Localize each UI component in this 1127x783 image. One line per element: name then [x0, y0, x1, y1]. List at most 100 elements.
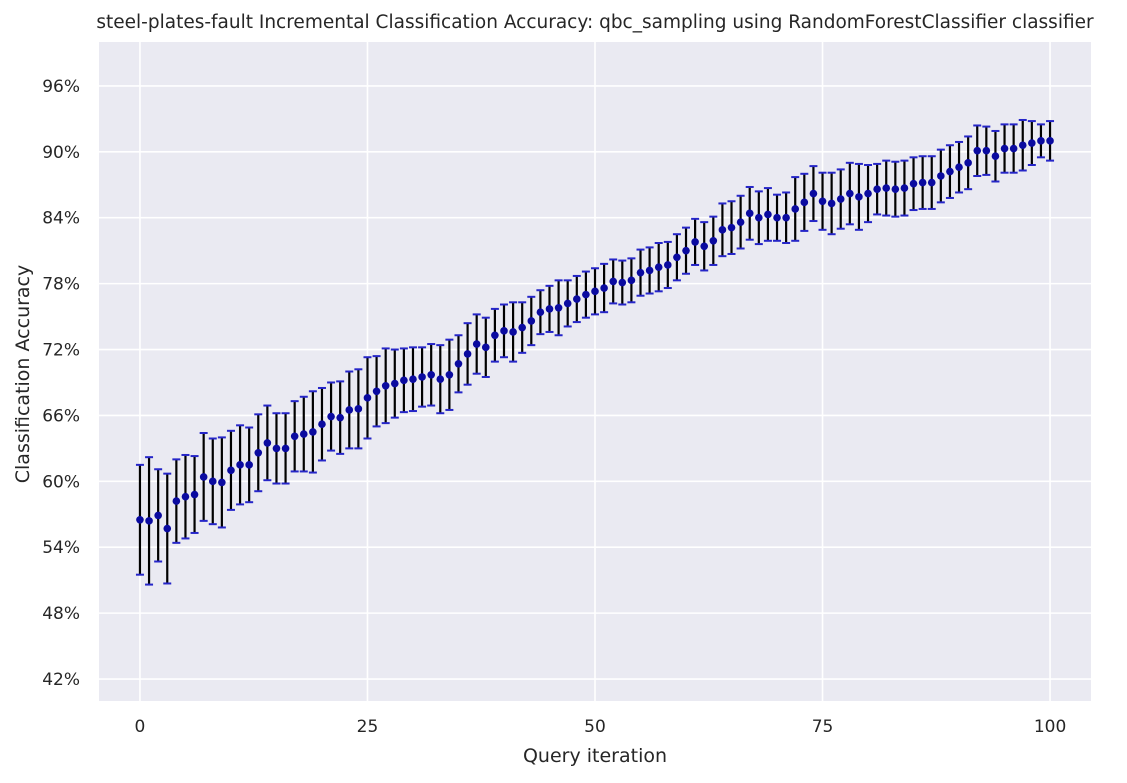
data-point	[163, 524, 172, 533]
data-point	[773, 213, 781, 222]
data-point	[836, 195, 845, 203]
data-point	[855, 193, 863, 201]
data-point	[627, 276, 636, 285]
data-point	[664, 261, 672, 269]
y-tick-label: 54%	[42, 538, 80, 558]
data-point	[254, 448, 263, 457]
x-tick-label: 50	[584, 717, 606, 737]
data-point	[409, 375, 417, 383]
data-point	[481, 343, 490, 352]
data-point	[600, 284, 608, 292]
data-point	[136, 515, 144, 524]
data-point	[154, 511, 162, 520]
data-point	[227, 466, 235, 475]
y-tick-label: 96%	[42, 77, 80, 97]
data-point	[390, 379, 399, 388]
data-point	[327, 412, 335, 421]
data-point	[691, 238, 699, 246]
data-point	[864, 189, 872, 198]
y-tick-label: 72%	[42, 341, 80, 361]
data-point	[891, 185, 900, 193]
data-point	[208, 477, 217, 486]
data-point	[363, 394, 372, 402]
data-point	[809, 189, 818, 198]
data-point	[1009, 144, 1018, 153]
data-point	[190, 490, 199, 499]
data-point	[445, 370, 454, 379]
data-point	[299, 430, 308, 438]
data-point	[964, 159, 972, 167]
y-tick-label: 84%	[42, 209, 80, 229]
data-point	[1037, 137, 1045, 145]
y-tick-label: 60%	[42, 472, 80, 492]
data-point	[718, 226, 727, 234]
data-point	[709, 236, 718, 245]
data-point	[509, 328, 517, 336]
data-point	[372, 387, 381, 396]
data-point	[645, 266, 654, 275]
data-point	[1028, 139, 1036, 147]
data-point	[764, 210, 772, 219]
data-point	[172, 497, 181, 505]
data-point	[527, 317, 536, 325]
data-point	[245, 461, 253, 469]
y-tick-label: 48%	[42, 604, 80, 624]
data-point	[418, 373, 426, 381]
data-point	[846, 189, 854, 198]
data-point	[427, 370, 435, 379]
y-tick-label: 42%	[42, 670, 80, 690]
data-point	[927, 178, 936, 187]
data-point	[1046, 137, 1054, 145]
data-point	[636, 268, 645, 277]
data-point	[609, 277, 618, 286]
data-point	[545, 305, 554, 313]
y-tick-label: 66%	[42, 406, 80, 426]
data-point	[472, 340, 481, 348]
data-point	[654, 263, 663, 271]
data-point	[436, 375, 445, 383]
data-point	[673, 253, 681, 262]
y-tick-label: 78%	[42, 275, 80, 295]
data-point	[873, 185, 881, 193]
y-tick-label: 90%	[42, 143, 80, 163]
data-point	[536, 308, 545, 316]
data-point	[882, 184, 891, 192]
data-point	[591, 287, 599, 296]
chart-title: steel-plates-fault Incremental Classific…	[96, 12, 1094, 33]
x-axis-label: Query iteration	[523, 745, 667, 767]
data-point	[946, 167, 954, 176]
data-point	[281, 444, 290, 453]
data-point	[955, 163, 963, 172]
y-axis-label: Classification Accuracy	[12, 265, 34, 484]
data-point	[554, 303, 563, 312]
data-point	[991, 152, 1000, 161]
data-point	[463, 350, 472, 358]
data-point	[918, 178, 927, 187]
data-point	[900, 184, 909, 192]
data-point	[582, 290, 590, 299]
data-point	[199, 473, 208, 481]
data-point	[782, 213, 790, 222]
data-point	[336, 413, 344, 422]
data-point	[727, 223, 736, 232]
data-point	[290, 432, 299, 441]
data-point	[682, 246, 690, 255]
data-point	[218, 478, 226, 487]
data-point	[973, 146, 982, 155]
data-point	[263, 439, 272, 447]
data-point	[318, 420, 326, 429]
x-tick-label: 25	[357, 717, 379, 737]
data-point	[937, 172, 945, 180]
data-point	[381, 381, 390, 390]
data-point	[272, 444, 281, 453]
data-point	[1018, 141, 1027, 150]
data-point	[236, 461, 244, 469]
data-point	[818, 197, 827, 206]
data-point	[1000, 144, 1009, 153]
data-point	[755, 213, 763, 222]
data-point	[827, 199, 836, 208]
data-point	[909, 179, 918, 188]
data-point	[500, 327, 508, 335]
